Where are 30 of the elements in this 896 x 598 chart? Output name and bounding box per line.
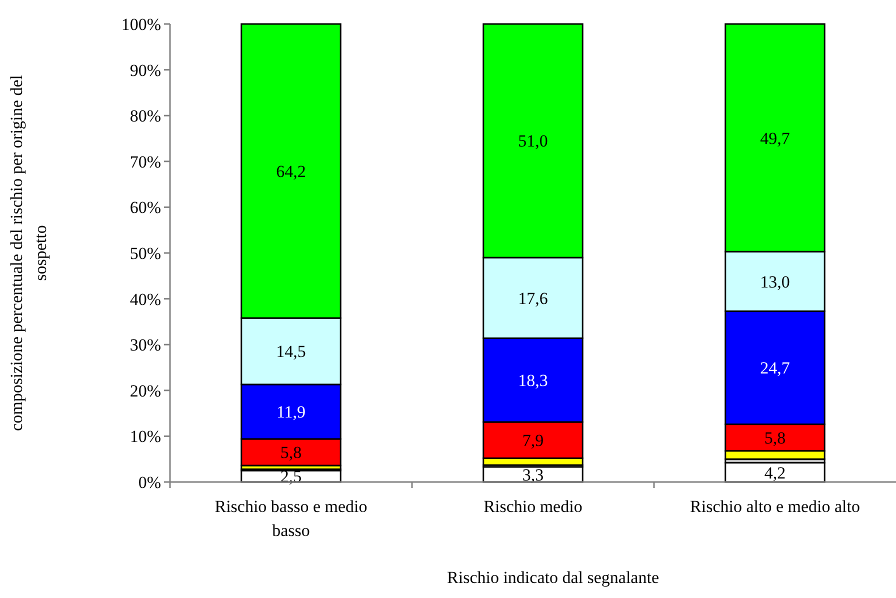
y-tick-label: 50%: [130, 244, 161, 263]
data-label: 64,2: [276, 162, 306, 181]
data-label: 24,7: [760, 358, 790, 378]
data-label: 14,5: [276, 342, 306, 362]
y-tick-label: 60%: [130, 198, 161, 218]
y-tick-label: 20%: [130, 381, 161, 400]
y-tick-label: 0%: [138, 472, 161, 492]
y-axis-title: composizione percentuale del rischio per origine del sospetto: [7, 74, 50, 431]
x-tick-label: Rischio alto e medio alto: [690, 497, 860, 516]
data-label: 18,3: [518, 371, 548, 390]
y-tick-label: 90%: [130, 60, 161, 80]
data-label: 17,6: [518, 288, 548, 308]
y-tick-label: 80%: [130, 106, 161, 126]
data-label: 11,9: [276, 402, 306, 422]
y-tick-label: 40%: [130, 290, 161, 309]
x-tick-label: Rischio medio: [484, 497, 582, 516]
data-label: 49,7: [760, 128, 790, 148]
y-tick-label: 70%: [130, 152, 161, 172]
data-label: 51,0: [518, 132, 548, 151]
data-label: 7,9: [522, 431, 544, 450]
data-label: 4,2: [764, 463, 786, 482]
data-label: 3,3: [522, 465, 544, 484]
x-axis-title: Rischio indicato dal segnalante: [447, 568, 659, 587]
x-tick-label: Rischio basso e medio basso: [214, 497, 368, 540]
y-tick-label: 30%: [130, 336, 161, 355]
data-label: 5,8: [280, 443, 302, 462]
data-label: 13,0: [760, 272, 790, 292]
data-label: 5,8: [764, 428, 786, 448]
y-tick-label: 10%: [130, 427, 161, 446]
y-tick-label: 100%: [121, 14, 161, 34]
